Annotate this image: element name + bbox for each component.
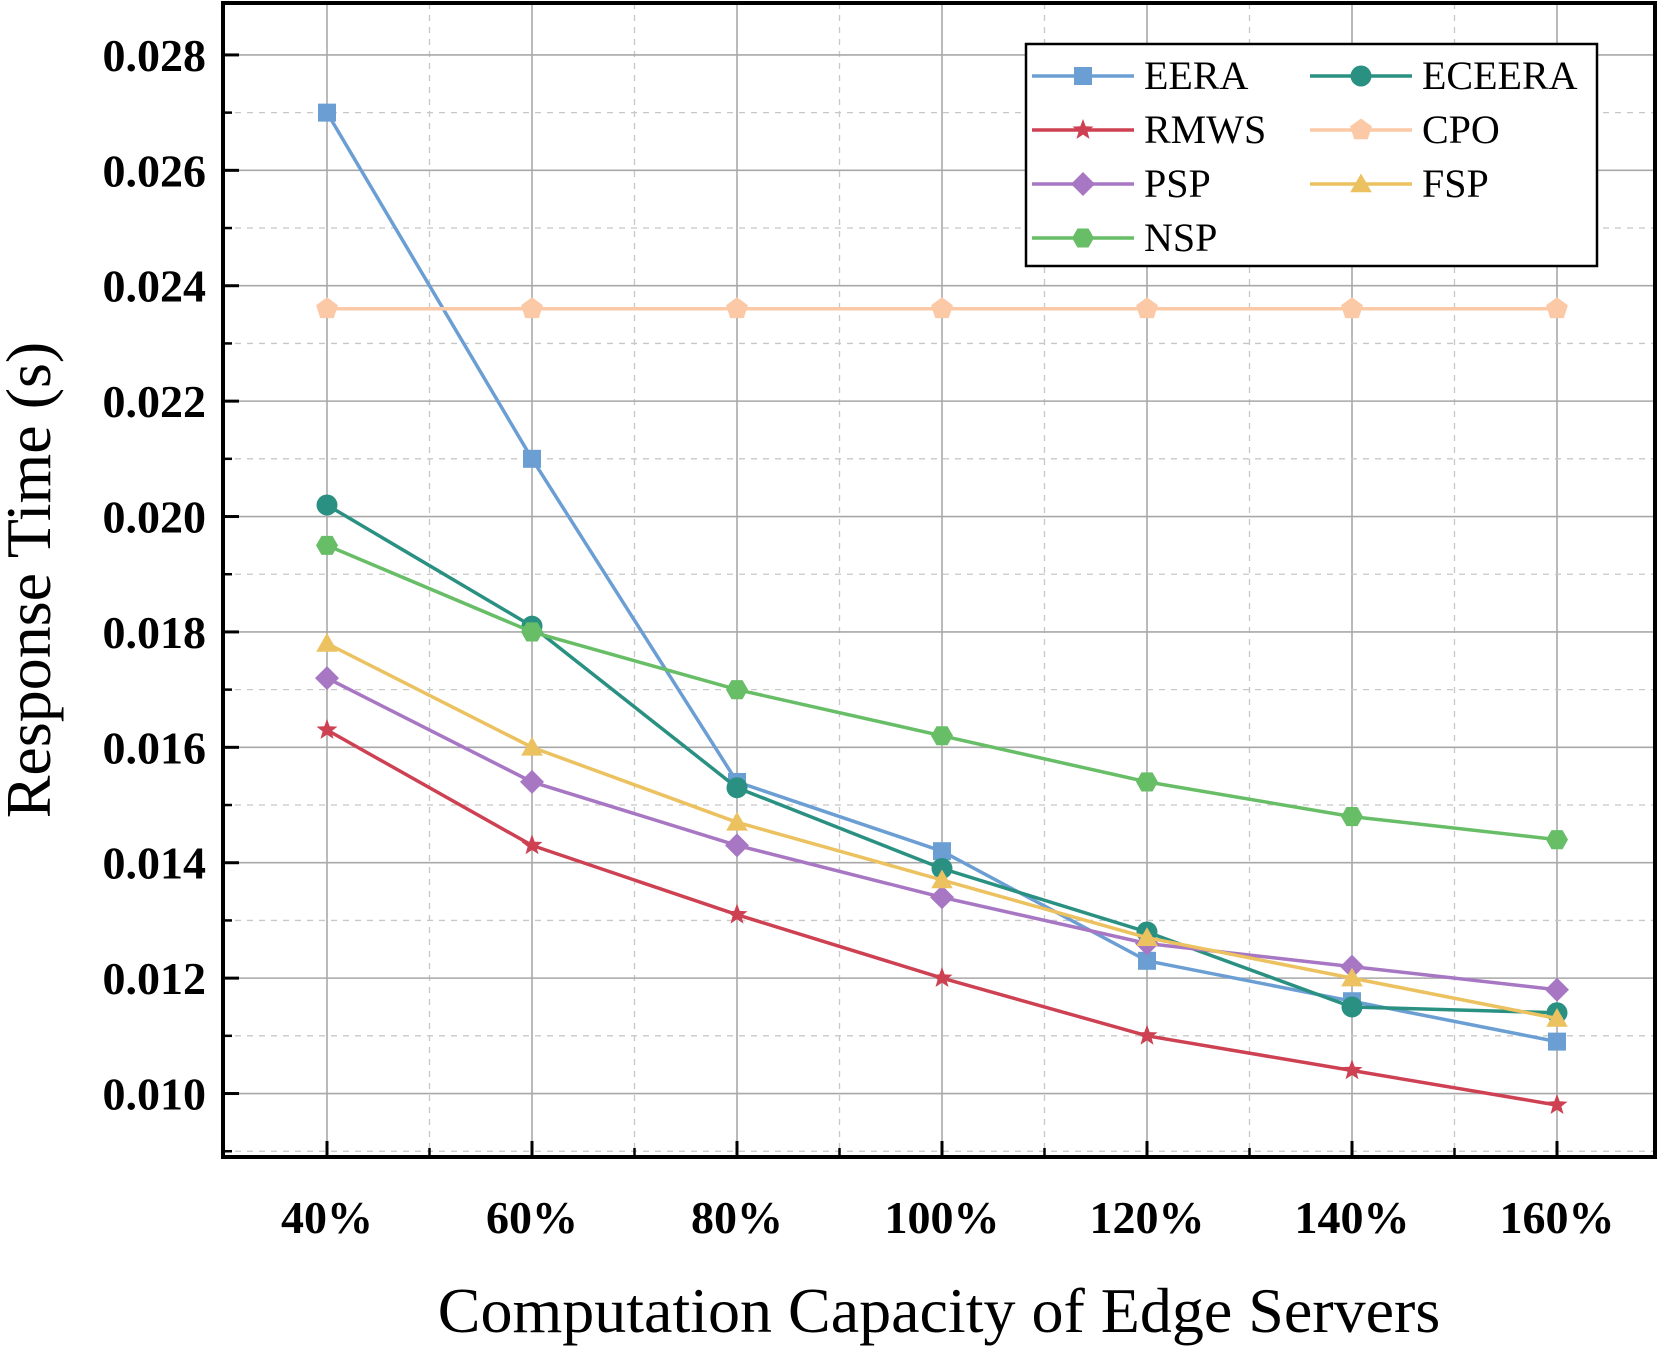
rmws-point xyxy=(521,834,543,855)
rmws-point xyxy=(1341,1059,1363,1080)
fsp-point xyxy=(316,633,338,652)
eceera-point xyxy=(726,777,748,799)
fsp-point xyxy=(1546,1008,1568,1027)
nsp-point xyxy=(931,726,953,746)
legend-marker-nsp xyxy=(1072,228,1094,248)
x-tick-label: 100% xyxy=(885,1192,1000,1243)
legend-entry-nsp: NSP xyxy=(1032,215,1217,260)
cpo-point xyxy=(1341,297,1363,319)
legend-entry-eceera: ECEERA xyxy=(1310,53,1578,98)
legend-marker-psp xyxy=(1071,172,1095,196)
legend-marker-rmws xyxy=(1072,119,1094,139)
psp-point xyxy=(930,885,954,910)
legend-label-cpo: CPO xyxy=(1422,107,1500,152)
legend-label-fsp: FSP xyxy=(1422,161,1489,206)
legend-label-nsp: NSP xyxy=(1144,215,1217,260)
x-tick-label: 160% xyxy=(1500,1192,1615,1243)
eera-point xyxy=(318,103,336,122)
y-tick-label: 0.028 xyxy=(103,30,207,81)
x-tick-label: 120% xyxy=(1090,1192,1205,1243)
legend-entry-rmws: RMWS xyxy=(1032,107,1266,152)
plot-frame xyxy=(221,1,1657,1159)
y-tick-label: 0.022 xyxy=(103,376,207,427)
series-nsp xyxy=(316,535,1568,850)
psp-point xyxy=(315,666,339,691)
x-tick-label: 140% xyxy=(1295,1192,1410,1243)
nsp-point xyxy=(1341,807,1363,827)
y-tick-label: 0.016 xyxy=(103,722,207,773)
cpo-point xyxy=(521,297,543,319)
rmws-point xyxy=(1546,1094,1568,1114)
y-tick-label: 0.024 xyxy=(103,261,207,312)
x-axis-title: Computation Capacity of Edge Servers xyxy=(438,1275,1440,1346)
series-cpo xyxy=(316,297,1568,319)
legend-label-eceera: ECEERA xyxy=(1422,53,1578,98)
legend-marker-fsp xyxy=(1350,173,1372,193)
legend-box xyxy=(1024,42,1599,268)
nsp-point xyxy=(316,535,338,555)
legend-marker-eera xyxy=(1074,67,1092,85)
psp-point xyxy=(1545,977,1569,1002)
y-axis-title: Response Time (s) xyxy=(0,342,64,819)
legend-entry-psp: PSP xyxy=(1032,161,1211,206)
eceera-point xyxy=(316,494,338,516)
cpo-point xyxy=(726,297,748,319)
eera-point xyxy=(933,842,951,861)
nsp-point xyxy=(1546,830,1568,850)
legend-label-rmws: RMWS xyxy=(1144,107,1266,152)
series-lines xyxy=(315,103,1569,1114)
psp-point xyxy=(520,769,544,794)
cpo-point xyxy=(931,297,953,319)
y-tick-label: 0.026 xyxy=(103,145,207,196)
eera-point xyxy=(1548,1032,1566,1051)
rmws-point xyxy=(931,967,953,987)
x-tick-label: 40% xyxy=(281,1192,373,1243)
legend-entry-fsp: FSP xyxy=(1310,161,1489,206)
eceera-point xyxy=(1341,996,1363,1018)
nsp-point xyxy=(521,622,543,642)
psp-point xyxy=(1340,954,1364,979)
legend: EERA ECEERA RMWS CPO PSP FSP NSP xyxy=(1024,42,1599,268)
fsp-point xyxy=(931,869,953,889)
y-tick-label: 0.012 xyxy=(103,953,207,1004)
y-tick-label: 0.018 xyxy=(103,607,207,658)
legend-entry-eera: EERA xyxy=(1032,53,1249,98)
x-tick-label: 80% xyxy=(691,1192,783,1243)
y-tick-label: 0.020 xyxy=(103,492,207,543)
y-tick-label: 0.010 xyxy=(103,1069,207,1120)
rmws-point xyxy=(1136,1024,1158,1045)
legend-marker-cpo xyxy=(1350,118,1372,140)
axis-ticks: 0.010 0.012 0.014 0.016 0.018 0.020 0.022 0.024… xyxy=(103,30,1615,1243)
fsp-point xyxy=(726,811,748,831)
rmws-point xyxy=(726,903,748,924)
eera-point xyxy=(1138,951,1156,970)
series-fsp xyxy=(316,633,1568,1027)
fsp-point xyxy=(521,736,543,756)
nsp-point xyxy=(1136,772,1158,792)
fsp-point xyxy=(1136,927,1158,946)
x-tick-label: 60% xyxy=(486,1192,578,1243)
legend-label-eera: EERA xyxy=(1144,53,1249,98)
legend-marker-eceera xyxy=(1350,65,1372,87)
cpo-point xyxy=(1546,297,1568,319)
cpo-point xyxy=(316,297,338,319)
rmws-point xyxy=(316,719,338,739)
psp-point xyxy=(725,833,749,858)
legend-entry-cpo: CPO xyxy=(1310,107,1500,152)
eera-point xyxy=(523,449,541,468)
series-rmws xyxy=(316,719,1568,1114)
nsp-point xyxy=(726,680,748,700)
eceera-point xyxy=(931,858,953,879)
y-tick-label: 0.014 xyxy=(103,838,207,889)
fsp-point xyxy=(1341,967,1363,987)
cpo-point xyxy=(1136,297,1158,319)
legend-label-psp: PSP xyxy=(1144,161,1211,206)
